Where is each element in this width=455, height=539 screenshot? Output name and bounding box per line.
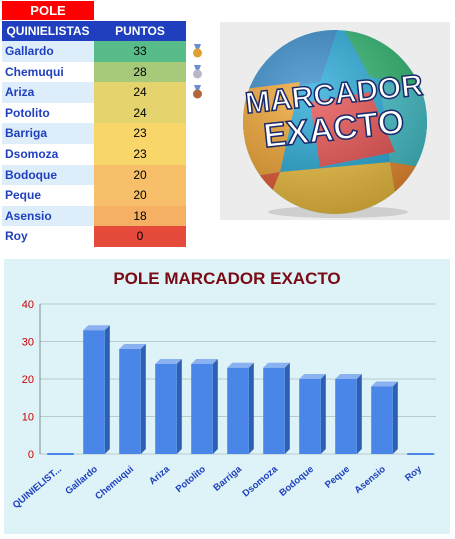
bar-side bbox=[356, 374, 362, 454]
table-row: Peque 20 bbox=[2, 185, 186, 206]
player-name: Barriga bbox=[2, 123, 94, 144]
player-points: 23 bbox=[94, 143, 186, 165]
player-name: Ariza bbox=[2, 82, 94, 103]
bar bbox=[119, 349, 141, 454]
table-row: Roy 0 bbox=[2, 226, 186, 247]
bar-side bbox=[320, 374, 326, 454]
bar bbox=[191, 364, 213, 454]
table-row: Dsomoza 23 bbox=[2, 143, 186, 165]
player-name: Chemuqui bbox=[2, 61, 94, 83]
player-points: 0 bbox=[94, 226, 186, 247]
standings-table: QUINIELISTAS PUNTOS Gallardo 33 Chemuqui 28… bbox=[2, 21, 186, 247]
bar bbox=[407, 453, 434, 455]
x-tick-label: Ariza bbox=[147, 463, 172, 487]
bar-side bbox=[176, 359, 182, 454]
bar-top bbox=[83, 325, 110, 331]
table-row: Asensio 18 bbox=[2, 205, 186, 227]
y-tick-label: 20 bbox=[22, 374, 34, 386]
player-name: Gallardo bbox=[2, 41, 94, 62]
player-points: 28 bbox=[94, 61, 186, 83]
table-row: Ariza 24 bbox=[2, 82, 186, 103]
y-tick-label: 0 bbox=[28, 449, 34, 461]
bar-top bbox=[263, 362, 290, 368]
bar-side bbox=[212, 359, 218, 454]
bar-top bbox=[371, 381, 398, 387]
player-points: 20 bbox=[94, 164, 186, 186]
bar-top bbox=[119, 344, 146, 349]
bar-side bbox=[104, 325, 110, 454]
player-name: Roy bbox=[2, 226, 94, 247]
player-name: Asensio bbox=[2, 205, 94, 227]
bar-side bbox=[140, 344, 146, 454]
x-tick-label: Chemuqui bbox=[93, 464, 136, 502]
bar-top bbox=[299, 374, 326, 379]
table-row: Potolito 24 bbox=[2, 102, 186, 124]
x-tick-label: Potolito bbox=[174, 464, 208, 495]
bar-top bbox=[191, 359, 218, 364]
player-points: 33 bbox=[94, 41, 186, 62]
bar bbox=[263, 367, 285, 454]
bar bbox=[335, 379, 357, 454]
table-row: Barriga 23 bbox=[2, 123, 186, 144]
player-points: 23 bbox=[94, 123, 186, 144]
chart-panel: POLE MARCADOR EXACTO 0 10 20 30 40 QUINIELIST… bbox=[4, 259, 450, 534]
bar bbox=[83, 330, 105, 454]
x-tick-label: Dsomoza bbox=[241, 463, 281, 499]
player-name: Bodoque bbox=[2, 164, 94, 186]
bar-side bbox=[248, 362, 254, 454]
x-tick-label: Roy bbox=[403, 463, 424, 483]
bar-top bbox=[227, 362, 254, 368]
x-tick-label: Peque bbox=[323, 464, 352, 491]
bar-side bbox=[284, 362, 290, 454]
bar bbox=[299, 379, 321, 454]
x-tick-label: QUINIELIST... bbox=[11, 464, 64, 511]
pole-header: POLE bbox=[2, 1, 94, 20]
bar bbox=[371, 386, 393, 454]
bar-side bbox=[392, 381, 398, 454]
player-points: 18 bbox=[94, 205, 186, 227]
bar bbox=[155, 364, 177, 454]
x-tick-label: Asensio bbox=[353, 464, 389, 496]
column-header-quinielistas: QUINIELISTAS bbox=[2, 21, 94, 41]
bar-top bbox=[335, 374, 362, 379]
gold-medal-icon bbox=[193, 44, 202, 58]
player-points: 20 bbox=[94, 185, 186, 206]
bar-top bbox=[155, 359, 182, 364]
table-header: QUINIELISTAS PUNTOS bbox=[2, 21, 186, 41]
y-tick-label: 30 bbox=[22, 337, 34, 349]
table-row: Chemuqui 28 bbox=[2, 61, 186, 83]
player-name: Potolito bbox=[2, 102, 94, 124]
bar bbox=[227, 367, 249, 454]
x-tick-label: Bodoque bbox=[277, 464, 316, 499]
y-tick-label: 40 bbox=[22, 299, 34, 311]
player-points: 24 bbox=[94, 102, 186, 124]
y-tick-label: 10 bbox=[22, 412, 34, 424]
chart-title: POLE MARCADOR EXACTO bbox=[113, 269, 341, 288]
player-points: 24 bbox=[94, 82, 186, 103]
marcador-exacto-ball-image: MARCADOR EXACTO bbox=[220, 22, 450, 220]
column-header-puntos: PUNTOS bbox=[94, 21, 186, 41]
table-row: Gallardo 33 bbox=[2, 41, 186, 62]
player-name: Peque bbox=[2, 185, 94, 206]
x-tick-label: Barriga bbox=[211, 463, 244, 493]
bronze-medal-icon bbox=[193, 85, 202, 99]
silver-medal-icon bbox=[193, 64, 202, 79]
player-name: Dsomoza bbox=[2, 143, 94, 165]
table-row: Bodoque 20 bbox=[2, 164, 186, 186]
bar bbox=[47, 453, 74, 455]
